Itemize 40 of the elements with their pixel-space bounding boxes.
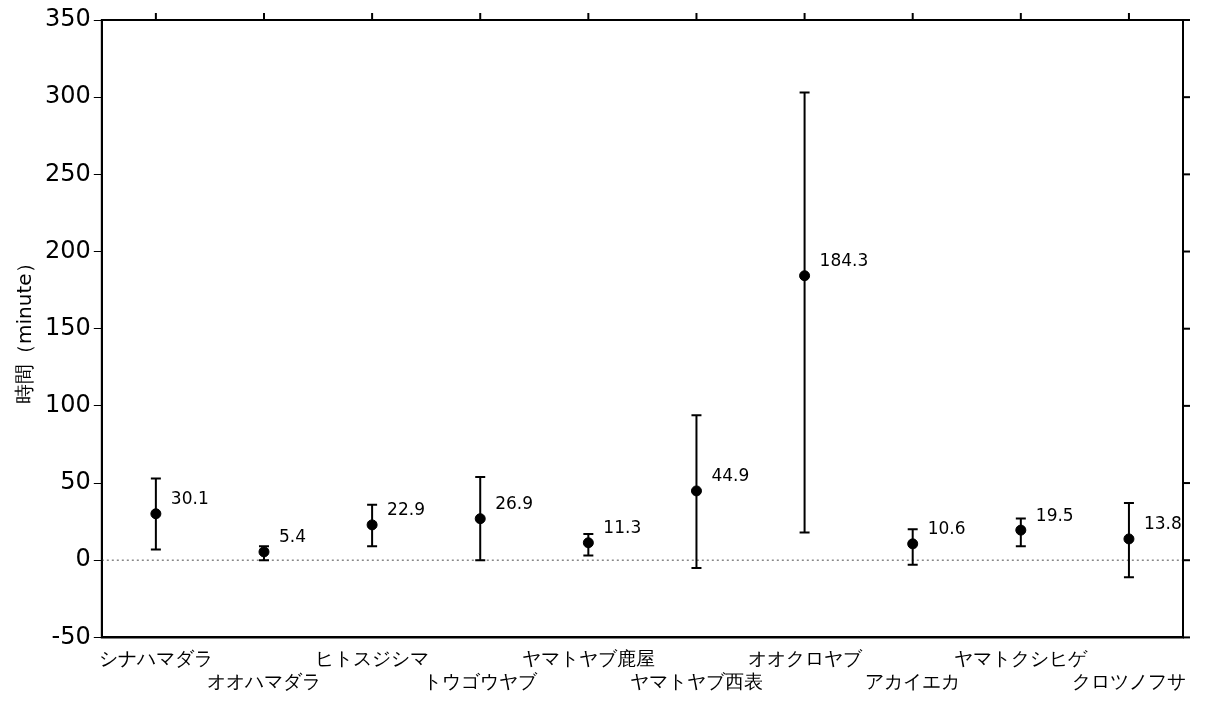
y-tick-label: 200 (45, 235, 91, 264)
y-axis-title: 時間（minute） (12, 253, 37, 404)
point (907, 538, 919, 550)
y-tick-label: 350 (45, 4, 91, 33)
y-tick-label: 0 (75, 544, 91, 573)
x-tick-label: オオクロヤブ (747, 646, 863, 669)
x-tick-label: トウゴウヤブ (423, 669, 539, 692)
point (366, 519, 378, 531)
data-label: 22.9 (387, 499, 425, 520)
y-tick-label: 50 (60, 467, 91, 496)
point (474, 513, 486, 525)
x-tick-label: ヤマトヤブ西表 (629, 669, 763, 692)
y-tick-label: 300 (45, 81, 91, 110)
x-tick-label: ヒトスジシマ (315, 646, 430, 669)
x-tick-label: ヤマトヤブ鹿屋 (521, 646, 655, 669)
point (150, 508, 162, 520)
x-tick-label: クロツノフサ (1071, 669, 1186, 692)
data-label: 30.1 (170, 488, 209, 509)
data-label: 184.3 (819, 250, 869, 271)
point (1015, 524, 1027, 536)
x-tick-label: シナハマダラ (98, 646, 213, 669)
x-tick-label: ヤマトクシヒゲ (954, 646, 1089, 669)
y-tick-label: -50 (51, 621, 91, 650)
point (258, 546, 270, 558)
data-label: 10.6 (927, 518, 966, 539)
point (582, 537, 594, 549)
x-tick-label: オオハマダラ (206, 669, 321, 692)
data-label: 19.5 (1035, 504, 1074, 525)
point (1123, 533, 1135, 545)
y-tick-label: 250 (45, 158, 91, 187)
y-tick-label: 100 (45, 390, 91, 419)
point (690, 485, 702, 497)
x-tick-label: アカイエカ (865, 669, 961, 692)
y-tick-label: 150 (45, 312, 91, 341)
data-label: 26.9 (495, 493, 534, 514)
data-label: 44.9 (711, 465, 750, 486)
data-label: 5.4 (278, 526, 307, 547)
data-label: 13.8 (1143, 513, 1182, 534)
point (799, 270, 811, 282)
data-label: 11.3 (603, 517, 642, 538)
